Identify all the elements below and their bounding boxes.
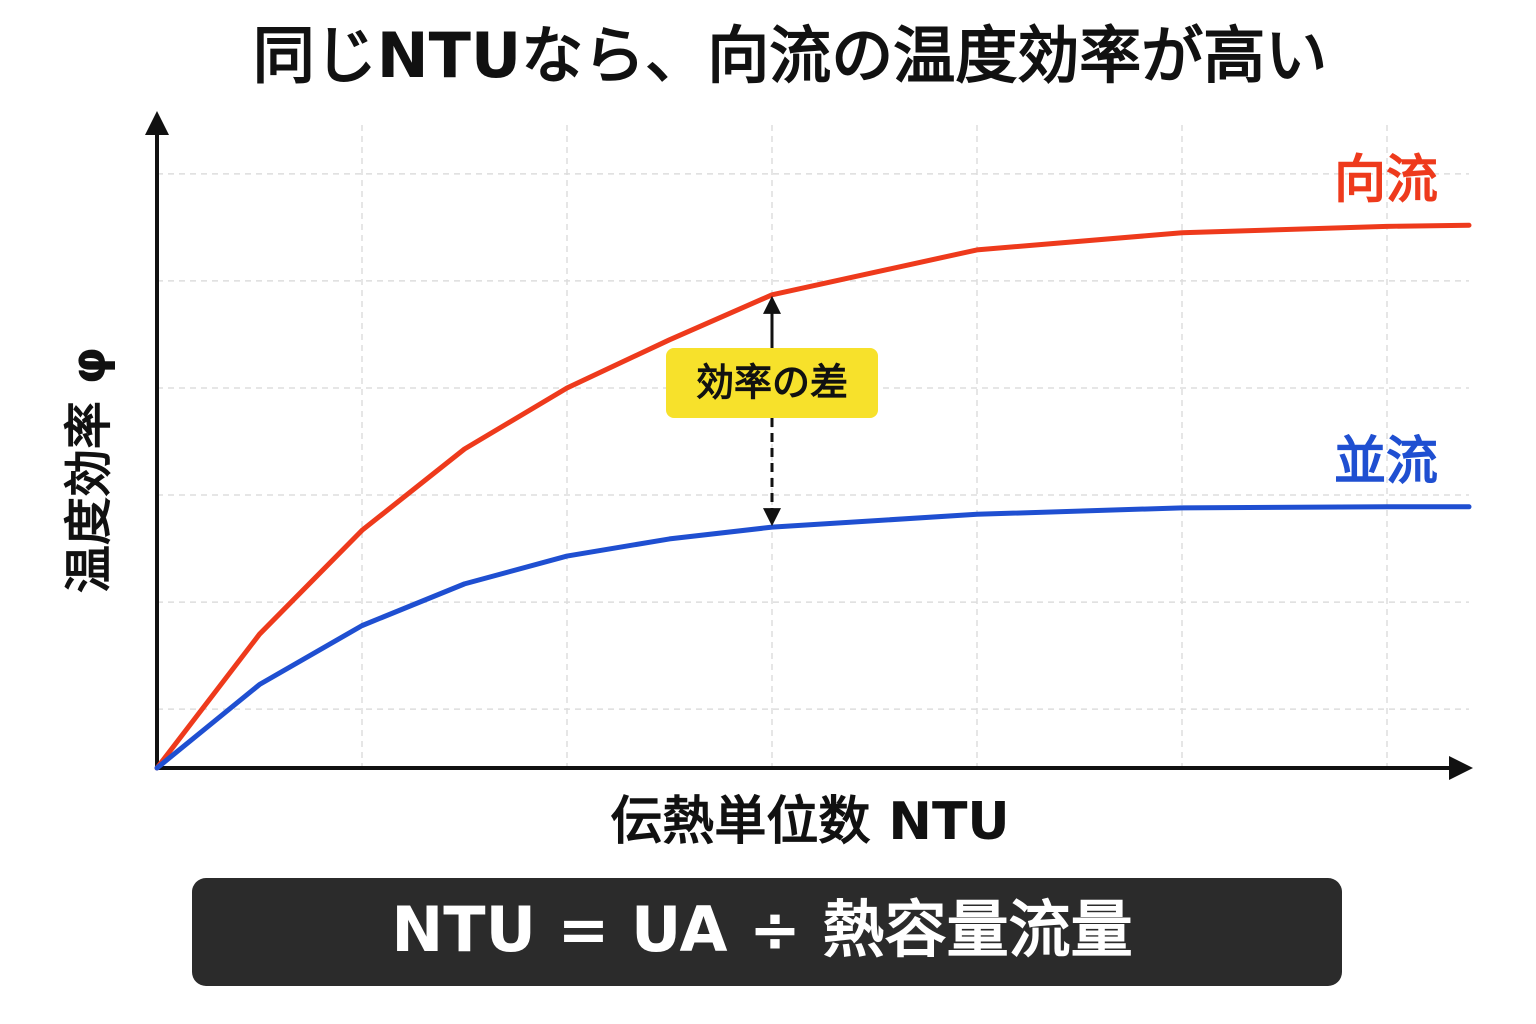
formula: NTU = UA ÷ 熱容量流量 (391, 893, 1132, 966)
x-axis-label: 伝熱単位数 NTU (610, 792, 1009, 852)
series-label: 向流 (1334, 150, 1438, 210)
series-label: 並流 (1334, 432, 1438, 492)
formula-box (192, 878, 1342, 986)
annotation: 効率の差 (696, 361, 848, 405)
series-line (154, 504, 1472, 771)
annotation-box (666, 348, 878, 418)
series-line (154, 222, 1472, 771)
y-axis-label: 温度効率 φ (61, 347, 117, 593)
chart-title: 同じNTUなら、向流の温度効率が高い (253, 19, 1328, 92)
